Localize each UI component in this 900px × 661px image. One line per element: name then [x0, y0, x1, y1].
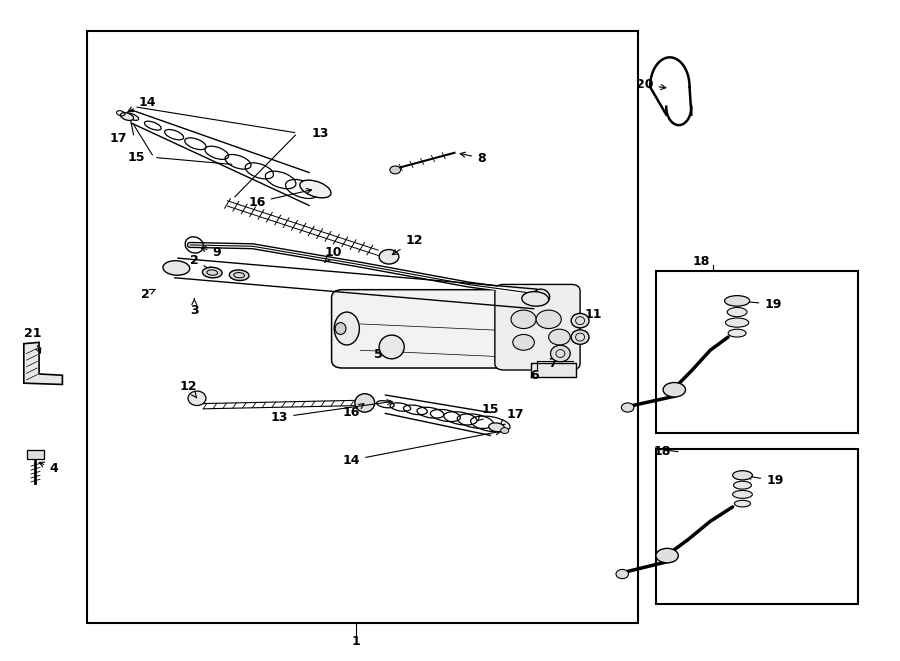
Text: 15: 15 — [127, 151, 145, 164]
Text: 10: 10 — [325, 247, 342, 262]
Ellipse shape — [300, 180, 331, 198]
Ellipse shape — [534, 289, 550, 303]
Text: 14: 14 — [128, 96, 157, 112]
Circle shape — [536, 310, 562, 329]
Circle shape — [549, 329, 571, 345]
Text: 11: 11 — [581, 307, 602, 321]
Text: 17: 17 — [109, 132, 127, 145]
Circle shape — [511, 310, 536, 329]
Text: 13: 13 — [271, 400, 392, 424]
Ellipse shape — [390, 166, 400, 174]
Ellipse shape — [656, 549, 679, 563]
Text: 4: 4 — [40, 462, 58, 475]
Ellipse shape — [733, 471, 752, 480]
Ellipse shape — [725, 318, 749, 327]
Ellipse shape — [522, 292, 549, 306]
Text: 13: 13 — [311, 126, 328, 139]
Text: 19: 19 — [741, 297, 782, 311]
Bar — [656, 271, 859, 432]
Text: 15: 15 — [478, 403, 500, 421]
Text: 20: 20 — [636, 79, 666, 91]
Ellipse shape — [500, 428, 508, 434]
FancyBboxPatch shape — [331, 290, 524, 368]
Polygon shape — [531, 364, 576, 377]
Ellipse shape — [551, 345, 571, 362]
Ellipse shape — [163, 260, 190, 275]
Ellipse shape — [734, 481, 752, 489]
Text: 5: 5 — [374, 348, 388, 362]
Text: 7: 7 — [548, 354, 560, 370]
Ellipse shape — [121, 112, 133, 120]
Text: 12: 12 — [392, 234, 423, 254]
Ellipse shape — [728, 329, 746, 337]
Ellipse shape — [727, 307, 747, 317]
Ellipse shape — [379, 250, 399, 264]
Text: 2: 2 — [140, 288, 155, 301]
Ellipse shape — [202, 267, 222, 278]
Text: 2: 2 — [190, 254, 213, 271]
Ellipse shape — [621, 403, 634, 412]
Circle shape — [513, 334, 535, 350]
Ellipse shape — [724, 295, 750, 306]
Text: 17: 17 — [500, 408, 524, 425]
Text: 3: 3 — [190, 299, 199, 317]
Text: 19: 19 — [746, 474, 784, 487]
Ellipse shape — [230, 270, 249, 280]
Text: 8: 8 — [460, 151, 486, 165]
Text: 6: 6 — [530, 369, 539, 382]
Ellipse shape — [733, 490, 752, 498]
Ellipse shape — [572, 313, 590, 328]
Text: 16: 16 — [248, 188, 311, 209]
Ellipse shape — [663, 383, 686, 397]
Ellipse shape — [334, 312, 359, 345]
Ellipse shape — [379, 335, 404, 359]
Bar — [656, 449, 859, 603]
FancyBboxPatch shape — [495, 284, 580, 370]
FancyBboxPatch shape — [27, 449, 43, 459]
Ellipse shape — [616, 569, 628, 578]
Text: 14: 14 — [343, 430, 500, 467]
Text: 16: 16 — [343, 404, 364, 419]
Ellipse shape — [572, 330, 590, 344]
Text: 1: 1 — [351, 635, 360, 648]
Polygon shape — [23, 342, 62, 385]
Text: 12: 12 — [179, 380, 197, 398]
Ellipse shape — [489, 423, 505, 432]
Ellipse shape — [734, 500, 751, 507]
Text: 18: 18 — [654, 445, 671, 458]
Text: 21: 21 — [24, 327, 41, 353]
Text: 9: 9 — [201, 247, 221, 259]
Ellipse shape — [335, 323, 346, 334]
Text: 18: 18 — [692, 255, 710, 268]
Ellipse shape — [355, 394, 374, 412]
Ellipse shape — [188, 391, 206, 406]
Bar — [86, 31, 638, 623]
